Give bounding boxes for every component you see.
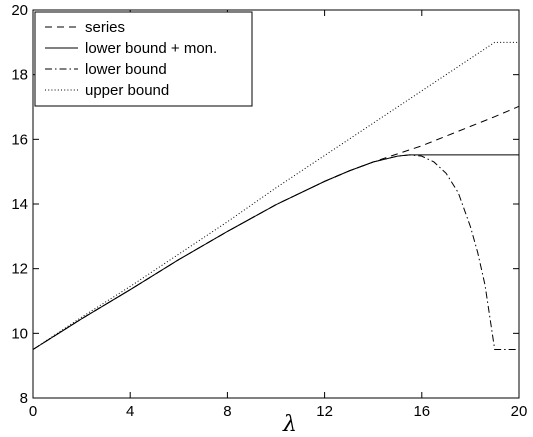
x-tick-label: 16 — [413, 403, 430, 420]
y-tick-label: 16 — [11, 131, 28, 148]
y-tick-label: 20 — [11, 2, 28, 19]
y-tick-label: 14 — [11, 196, 28, 213]
legend-label-1: series — [85, 19, 125, 36]
x-tick-label: 20 — [511, 403, 528, 420]
series-line-2 — [32, 154, 519, 350]
x-tick-label: 8 — [223, 403, 231, 420]
series-line-4 — [32, 41, 519, 350]
legend-label-3: lower bound — [85, 61, 167, 78]
y-tick-label: 10 — [11, 325, 28, 342]
y-tick-label: 8 — [20, 390, 28, 407]
x-tick-label: 4 — [126, 403, 134, 420]
y-tick-label: 12 — [11, 261, 28, 278]
legend: series lower bound + mon. lower bound upper… — [34, 11, 253, 107]
y-tick-label: 18 — [11, 67, 28, 84]
series-layer — [32, 41, 520, 350]
series-line-3 — [32, 154, 519, 350]
ticks-layer: 0 4 8 12 16 20 8 10 12 14 16 18 20 — [11, 2, 527, 420]
x-axis-label: λ — [282, 412, 297, 437]
x-tick-label: 12 — [316, 403, 333, 420]
legend-label-4: upper bound — [85, 82, 169, 99]
series-line-1 — [32, 105, 520, 350]
x-tick-label: 0 — [29, 403, 37, 420]
legend-label-2: lower bound + mon. — [85, 40, 217, 57]
